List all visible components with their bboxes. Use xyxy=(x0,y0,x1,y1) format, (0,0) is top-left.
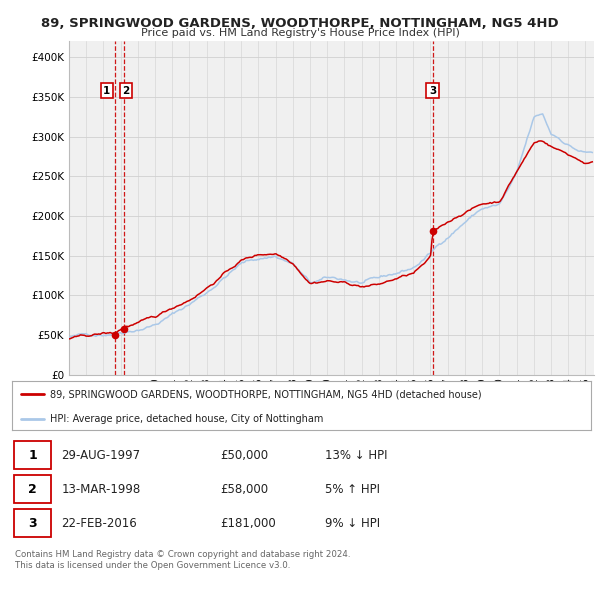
Text: 3: 3 xyxy=(28,517,37,530)
Text: 13-MAR-1998: 13-MAR-1998 xyxy=(61,483,140,496)
Text: £181,000: £181,000 xyxy=(220,517,276,530)
Text: 2: 2 xyxy=(122,86,130,96)
FancyBboxPatch shape xyxy=(14,475,52,503)
Text: This data is licensed under the Open Government Licence v3.0.: This data is licensed under the Open Gov… xyxy=(15,560,290,569)
Text: 22-FEB-2016: 22-FEB-2016 xyxy=(61,517,137,530)
Text: 13% ↓ HPI: 13% ↓ HPI xyxy=(325,448,387,461)
Text: Price paid vs. HM Land Registry's House Price Index (HPI): Price paid vs. HM Land Registry's House … xyxy=(140,28,460,38)
Text: £58,000: £58,000 xyxy=(220,483,269,496)
Text: Contains HM Land Registry data © Crown copyright and database right 2024.: Contains HM Land Registry data © Crown c… xyxy=(15,550,350,559)
Text: 89, SPRINGWOOD GARDENS, WOODTHORPE, NOTTINGHAM, NG5 4HD (detached house): 89, SPRINGWOOD GARDENS, WOODTHORPE, NOTT… xyxy=(50,389,481,399)
Text: HPI: Average price, detached house, City of Nottingham: HPI: Average price, detached house, City… xyxy=(50,414,323,424)
Text: 29-AUG-1997: 29-AUG-1997 xyxy=(61,448,140,461)
Text: £50,000: £50,000 xyxy=(220,448,269,461)
FancyBboxPatch shape xyxy=(14,509,52,537)
Text: 89, SPRINGWOOD GARDENS, WOODTHORPE, NOTTINGHAM, NG5 4HD: 89, SPRINGWOOD GARDENS, WOODTHORPE, NOTT… xyxy=(41,17,559,30)
Text: 3: 3 xyxy=(429,86,436,96)
Text: 1: 1 xyxy=(28,448,37,461)
Text: 1: 1 xyxy=(103,86,110,96)
Text: 9% ↓ HPI: 9% ↓ HPI xyxy=(325,517,380,530)
FancyBboxPatch shape xyxy=(14,441,52,469)
Text: 5% ↑ HPI: 5% ↑ HPI xyxy=(325,483,380,496)
Text: 2: 2 xyxy=(28,483,37,496)
